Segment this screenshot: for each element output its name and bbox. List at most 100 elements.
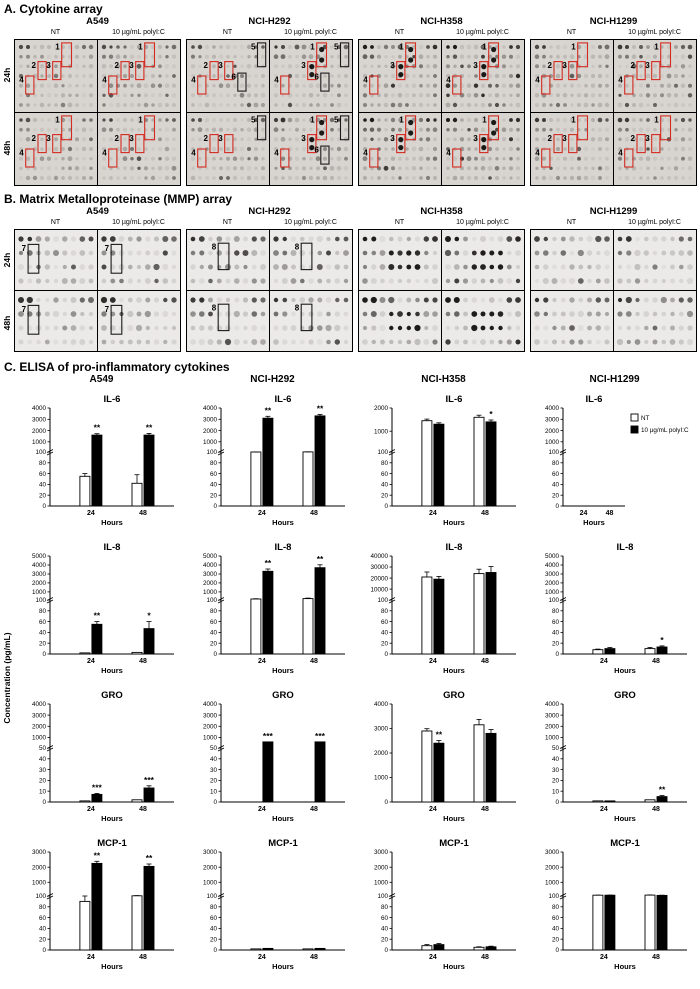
svg-text:7: 7 — [105, 244, 110, 253]
svg-text:48: 48 — [652, 954, 660, 961]
svg-text:100: 100 — [377, 893, 388, 900]
svg-text:8: 8 — [212, 304, 217, 313]
svg-text:24: 24 — [87, 954, 95, 961]
svg-text:3: 3 — [46, 134, 51, 143]
svg-text:60: 60 — [210, 915, 218, 922]
svg-text:2000: 2000 — [374, 750, 389, 757]
array-group-nci-h292: NCI-H292 NT 10 µg/mL polyI:C 8 8 8 8 — [186, 206, 353, 352]
array-blot: 8 — [187, 291, 269, 351]
svg-text:2: 2 — [32, 61, 37, 70]
svg-text:3: 3 — [473, 134, 478, 143]
array-blot: 1 2 3 4 — [531, 40, 613, 112]
elisa-chart-cell: IL-6 0 20 40 60 80 100 1000 2000 3000 4000 24 48 Hour… — [529, 388, 700, 536]
svg-text:100: 100 — [35, 893, 46, 900]
svg-text:24: 24 — [258, 954, 266, 961]
array-blot: 7 — [98, 291, 180, 351]
svg-text:0: 0 — [213, 799, 217, 806]
svg-text:60: 60 — [552, 619, 560, 626]
svg-text:24: 24 — [429, 954, 437, 961]
array-blot: 1 3 4 5 6 — [270, 40, 352, 112]
svg-text:10: 10 — [552, 788, 560, 795]
svg-text:Hours: Hours — [583, 518, 605, 527]
svg-text:5000: 5000 — [545, 553, 560, 560]
svg-text:**: ** — [146, 853, 153, 863]
array-blot: 1 2 3 4 — [98, 40, 180, 112]
treatment-label: 10 µg/mL polyI:C — [456, 29, 509, 36]
svg-text:**: ** — [94, 611, 101, 621]
elisa-chart: MCP-1 0 20 40 60 80 100 1000 2000 3000 ** 24 ** 48 Hou… — [32, 838, 174, 971]
svg-text:GRO: GRO — [101, 690, 123, 701]
svg-text:3: 3 — [301, 134, 306, 143]
svg-text:40: 40 — [381, 926, 389, 933]
svg-text:1000: 1000 — [545, 735, 560, 742]
svg-text:3000: 3000 — [374, 849, 389, 856]
svg-text:1000: 1000 — [545, 589, 560, 596]
array-blot: 1 3 4 — [442, 113, 524, 185]
svg-text:24: 24 — [429, 510, 437, 517]
blot-grid: 7 7 7 7 — [14, 229, 181, 352]
svg-text:60: 60 — [552, 471, 560, 478]
svg-text:2: 2 — [204, 61, 209, 70]
svg-text:20: 20 — [381, 640, 389, 647]
svg-text:80: 80 — [552, 460, 560, 467]
array-blot — [359, 230, 441, 290]
array-blot: 1 2 3 4 — [614, 40, 696, 112]
svg-text:100: 100 — [206, 893, 217, 900]
svg-text:48: 48 — [481, 806, 489, 813]
svg-text:GRO: GRO — [272, 690, 294, 701]
cell-line-header-nci-h1299: NCI-H1299 — [589, 374, 640, 385]
array-blot-cell — [531, 291, 613, 351]
array-blot — [614, 291, 696, 351]
svg-text:2000: 2000 — [374, 864, 389, 871]
svg-text:80: 80 — [381, 460, 389, 467]
svg-text:Hours: Hours — [272, 666, 294, 675]
array-blot-cell: 7 — [98, 291, 180, 351]
treatment-labels: NT 10 µg/mL polyI:C — [186, 28, 353, 39]
treatment-label: 10 µg/mL polyI:C — [112, 29, 165, 36]
svg-text:20000: 20000 — [370, 575, 388, 582]
svg-text:**: ** — [317, 554, 324, 564]
svg-text:4: 4 — [535, 76, 540, 85]
svg-text:20: 20 — [381, 936, 389, 943]
svg-text:3: 3 — [473, 61, 478, 70]
svg-text:2: 2 — [631, 134, 636, 143]
svg-text:4: 4 — [191, 76, 196, 85]
treatment-label: NT — [566, 219, 577, 226]
elisa-chart-cell: MCP-1 0 20 40 60 80 100 1000 2000 3000 24 48 Hours — [358, 832, 529, 980]
svg-text:24: 24 — [87, 658, 95, 665]
svg-text:20: 20 — [210, 936, 218, 943]
time-label: 48h — [2, 315, 12, 331]
svg-text:5000: 5000 — [203, 553, 218, 560]
svg-text:2: 2 — [115, 134, 120, 143]
panel-c-elisa: C. ELISA of pro-inflammatory cytokines A… — [0, 358, 700, 989]
svg-text:48: 48 — [310, 658, 318, 665]
cell-line-label: NCI-H358 — [420, 16, 463, 27]
svg-text:1: 1 — [310, 42, 315, 51]
svg-text:5: 5 — [251, 115, 256, 124]
svg-text:3000: 3000 — [32, 849, 47, 856]
svg-text:4000: 4000 — [203, 405, 218, 412]
svg-text:80: 80 — [381, 608, 389, 615]
svg-text:1000: 1000 — [203, 439, 218, 446]
svg-text:2000: 2000 — [203, 428, 218, 435]
svg-text:10 µg/mL polyI:C: 10 µg/mL polyI:C — [641, 427, 689, 434]
array-group-nci-h358: NCI-H358 NT 10 µg/mL polyI:C 1 3 4 1 3 4 1 3 4 1 3 4 — [358, 16, 525, 186]
svg-text:Hours: Hours — [443, 666, 465, 675]
svg-text:48: 48 — [310, 954, 318, 961]
svg-text:24: 24 — [258, 658, 266, 665]
svg-text:4: 4 — [535, 149, 540, 158]
elisa-chart: IL-6 0 20 40 60 80 100 1000 2000 3000 4000 ** 24 ** 48… — [32, 394, 174, 527]
svg-text:0: 0 — [555, 947, 559, 954]
svg-text:1: 1 — [654, 115, 659, 124]
svg-text:1: 1 — [571, 115, 576, 124]
svg-text:2000: 2000 — [374, 405, 389, 412]
array-blot-cell: 7 — [98, 230, 180, 290]
elisa-chart: IL-6 0 20 40 60 80 100 1000 2000 24 * 48 Hours — [374, 394, 516, 527]
svg-text:2000: 2000 — [32, 428, 47, 435]
svg-text:0: 0 — [555, 799, 559, 806]
svg-text:3000: 3000 — [203, 712, 218, 719]
